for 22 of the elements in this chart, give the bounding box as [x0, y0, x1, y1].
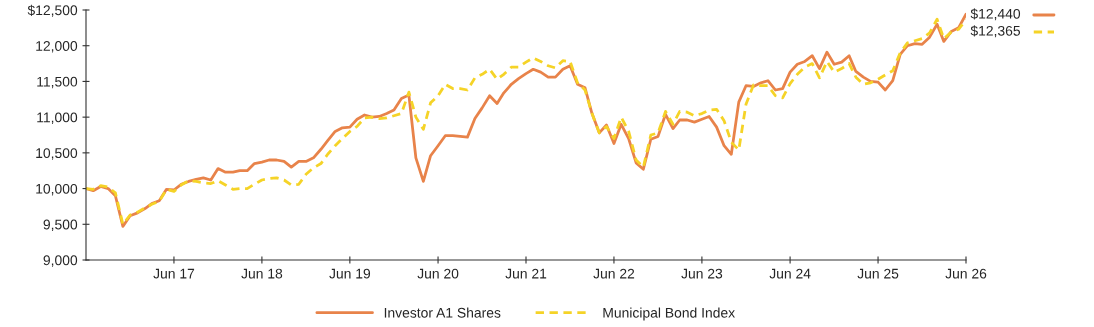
x-tick-label: Jun 20 — [417, 268, 459, 279]
legend-label: Municipal Bond Index — [603, 307, 735, 321]
x-tick-label: Jun 21 — [505, 268, 547, 279]
y-tick-label: $12,500 — [27, 4, 78, 17]
x-tick-label: Jun 22 — [593, 268, 635, 279]
y-tick-label: 9,000 — [43, 255, 78, 267]
x-tick-label: Jun 19 — [329, 268, 371, 279]
y-tick-label: 11,000 — [37, 112, 78, 124]
x-tick-label: Jun 25 — [857, 268, 899, 279]
legend-label: Investor A1 Shares — [384, 307, 501, 318]
x-tick-label: Jun 18 — [241, 268, 283, 279]
x-tick-label: Jun 23 — [681, 268, 723, 279]
text: $12,440 — [970, 8, 1021, 21]
x-tick-label: Jun 24 — [769, 268, 811, 279]
y-tick-label: 10,500 — [36, 148, 78, 160]
x-tick-label: Jun 26 — [945, 268, 987, 279]
x-tick-label: Jun 17 — [153, 268, 195, 279]
y-tick-label: 11,500 — [37, 76, 78, 89]
y-tick-label: 9,500 — [43, 219, 78, 232]
text: $12,365 — [970, 25, 1021, 38]
y-tick-label: 12,000 — [36, 41, 78, 53]
y-tick-label: 10,000 — [36, 183, 78, 196]
